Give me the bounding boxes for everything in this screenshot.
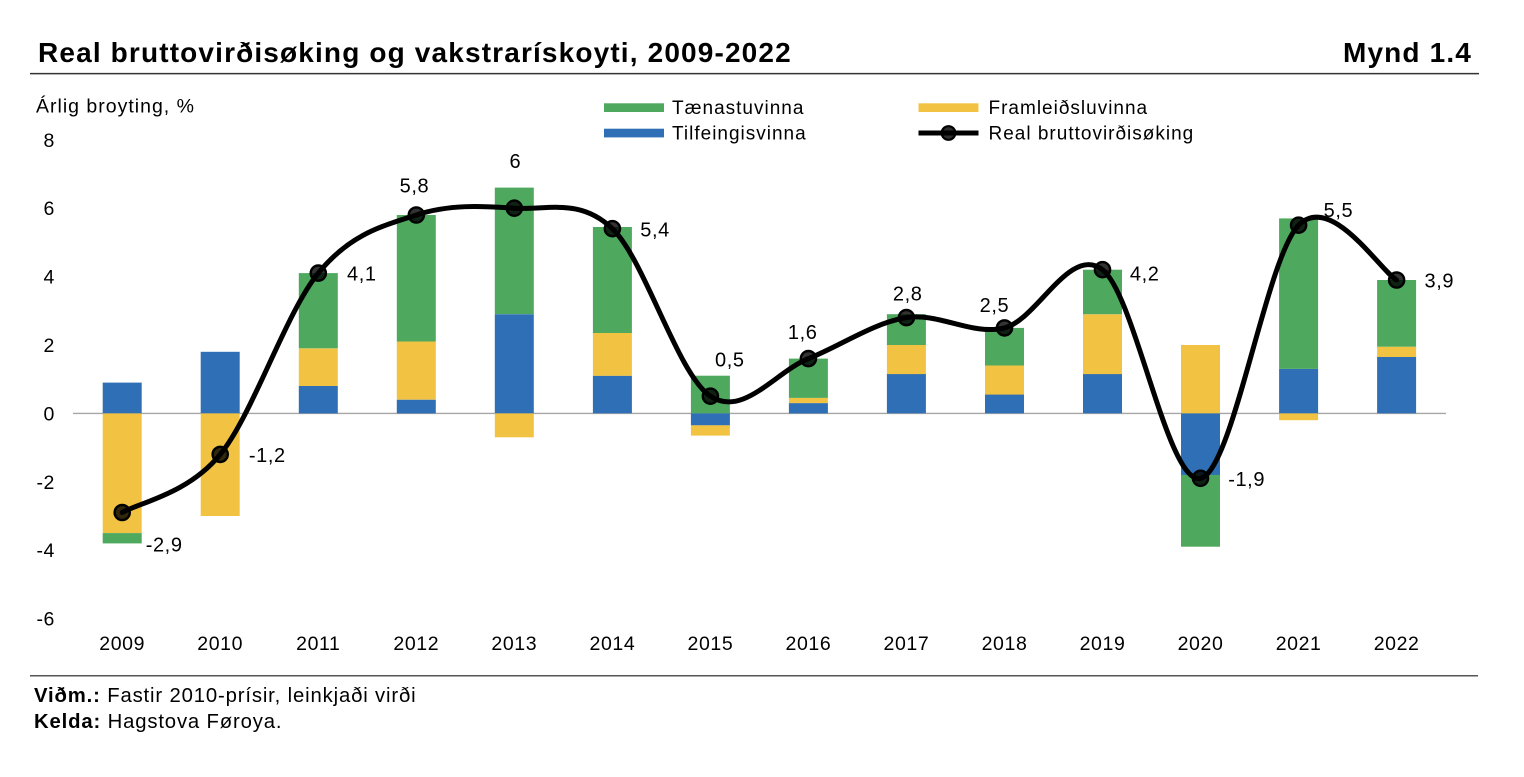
svg-text:2009: 2009 (99, 633, 145, 655)
svg-text:2016: 2016 (786, 633, 832, 655)
svg-text:2018: 2018 (982, 633, 1028, 655)
svg-text:0,5: 0,5 (715, 350, 745, 372)
svg-text:Real bruttovirðisøking: Real bruttovirðisøking (989, 124, 1195, 145)
svg-text:5,8: 5,8 (400, 175, 430, 197)
svg-text:2021: 2021 (1276, 633, 1322, 655)
svg-text:2: 2 (44, 335, 55, 357)
svg-text:6: 6 (44, 198, 55, 220)
svg-text:2019: 2019 (1080, 633, 1126, 655)
svg-text:2014: 2014 (590, 633, 636, 655)
svg-text:-1,2: -1,2 (249, 445, 286, 467)
svg-text:2015: 2015 (688, 633, 734, 655)
svg-text:2,5: 2,5 (980, 295, 1010, 317)
svg-text:5,5: 5,5 (1324, 200, 1354, 222)
svg-text:0: 0 (44, 403, 55, 425)
svg-text:-4: -4 (36, 540, 55, 562)
svg-text:-2: -2 (36, 472, 55, 494)
svg-text:Kelda: Hagstova Føroya.: Kelda: Hagstova Føroya. (34, 711, 282, 733)
svg-text:Real bruttovirðisøking og vaks: Real bruttovirðisøking og vakstrarískoyt… (38, 37, 792, 68)
svg-text:6: 6 (510, 151, 522, 173)
svg-text:Viðm.: Fastir 2010-prísir, lei: Viðm.: Fastir 2010-prísir, leinkjaði vir… (34, 685, 416, 707)
svg-text:Tilfeingisvinna: Tilfeingisvinna (672, 124, 807, 145)
svg-text:2010: 2010 (197, 633, 243, 655)
svg-text:-1,9: -1,9 (1228, 469, 1265, 491)
svg-text:Árlig broyting, %: Árlig broyting, % (36, 95, 195, 118)
svg-text:2011: 2011 (296, 633, 340, 655)
svg-text:8: 8 (44, 130, 55, 152)
svg-text:2017: 2017 (884, 633, 930, 655)
svg-text:4: 4 (44, 267, 55, 289)
svg-text:1,6: 1,6 (788, 322, 818, 344)
svg-text:-2,9: -2,9 (146, 535, 183, 557)
svg-text:4,2: 4,2 (1130, 264, 1160, 286)
svg-text:3,9: 3,9 (1425, 271, 1455, 293)
svg-text:-6: -6 (36, 609, 55, 631)
svg-text:2022: 2022 (1374, 633, 1420, 655)
svg-text:4,1: 4,1 (347, 264, 377, 286)
svg-text:Framleiðsluvinna: Framleiðsluvinna (989, 98, 1149, 119)
svg-text:5,4: 5,4 (640, 220, 670, 242)
svg-text:2012: 2012 (393, 633, 439, 655)
svg-text:Tænastuvinna: Tænastuvinna (672, 98, 804, 119)
svg-text:Mynd 1.4: Mynd 1.4 (1343, 37, 1472, 68)
svg-text:2013: 2013 (491, 633, 537, 655)
svg-text:2,8: 2,8 (893, 284, 923, 306)
svg-text:2020: 2020 (1178, 633, 1224, 655)
